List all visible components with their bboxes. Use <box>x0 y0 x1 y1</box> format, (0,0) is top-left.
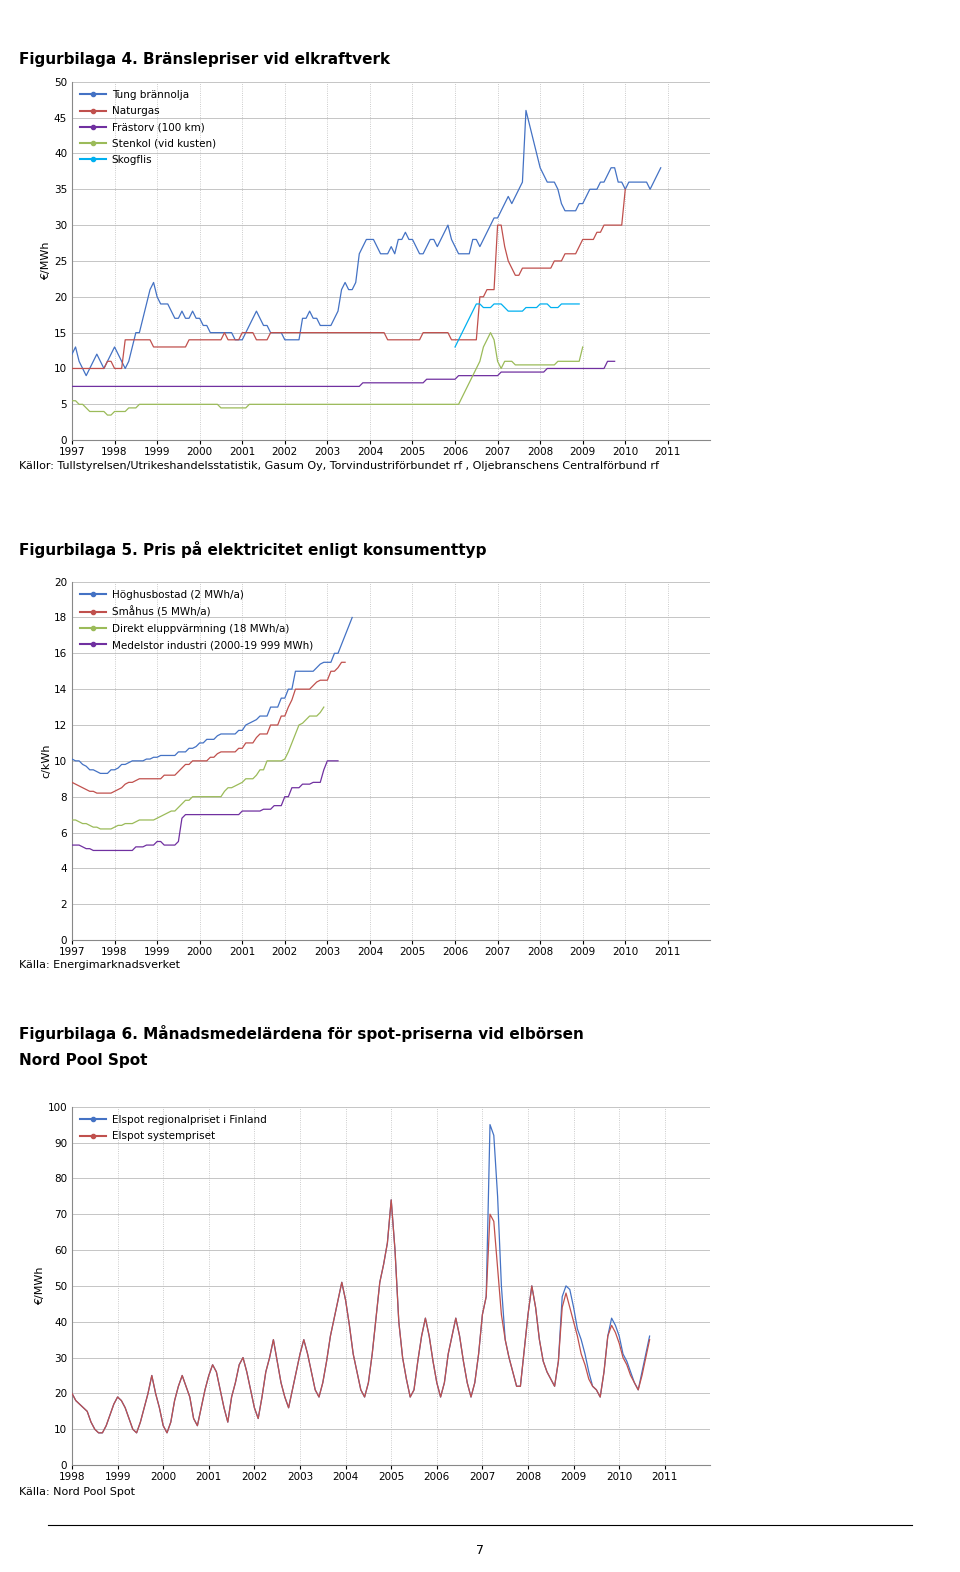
Y-axis label: €/MWh: €/MWh <box>35 1267 45 1305</box>
Y-axis label: €/MWh: €/MWh <box>41 242 51 280</box>
Text: Källor: Tullstyrelsen/Utrikeshandelsstatistik, Gasum Oy, Torvindustriförbundet r: Källor: Tullstyrelsen/Utrikeshandelsstat… <box>19 461 660 470</box>
Text: Figurbilaga 5. Pris på elektricitet enligt konsumenttyp: Figurbilaga 5. Pris på elektricitet enli… <box>19 541 487 558</box>
Legend: Elspot regionalpriset i Finland, Elspot systempriset: Elspot regionalpriset i Finland, Elspot … <box>77 1111 270 1144</box>
Text: 7: 7 <box>476 1544 484 1556</box>
Legend: Höghusbostad (2 MWh/a), Småhus (5 MWh/a), Direkt eluppvärmning (18 MWh/a), Medel: Höghusbostad (2 MWh/a), Småhus (5 MWh/a)… <box>77 586 316 654</box>
Text: Källa: Energimarknadsverket: Källa: Energimarknadsverket <box>19 960 180 970</box>
Text: Figurbilaga 4. Bränslepriser vid elkraftverk: Figurbilaga 4. Bränslepriser vid elkraft… <box>19 52 391 68</box>
Legend: Tung brännolja, Naturgas, Frästorv (100 km), Stenkol (vid kusten), Skogflis: Tung brännolja, Naturgas, Frästorv (100 … <box>77 86 219 168</box>
Y-axis label: c/kWh: c/kWh <box>41 744 51 778</box>
Text: Nord Pool Spot: Nord Pool Spot <box>19 1053 148 1069</box>
Text: Figurbilaga 6. Månadsmedelärdena för spot-priserna vid elbörsen: Figurbilaga 6. Månadsmedelärdena för spo… <box>19 1025 584 1042</box>
Text: Källa: Nord Pool Spot: Källa: Nord Pool Spot <box>19 1487 135 1497</box>
